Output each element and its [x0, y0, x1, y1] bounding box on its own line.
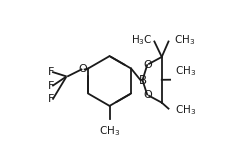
Text: F: F	[48, 81, 54, 91]
Text: CH$_3$: CH$_3$	[175, 103, 196, 117]
Text: CH$_3$: CH$_3$	[174, 33, 195, 47]
Text: O: O	[143, 60, 152, 70]
Text: B: B	[138, 74, 147, 87]
Text: CH$_3$: CH$_3$	[99, 125, 120, 139]
Text: O: O	[79, 64, 87, 74]
Text: H$_3$C: H$_3$C	[131, 33, 152, 47]
Text: F: F	[48, 67, 54, 77]
Text: F: F	[48, 94, 54, 104]
Text: CH$_3$: CH$_3$	[175, 64, 196, 78]
Text: O: O	[143, 90, 152, 100]
